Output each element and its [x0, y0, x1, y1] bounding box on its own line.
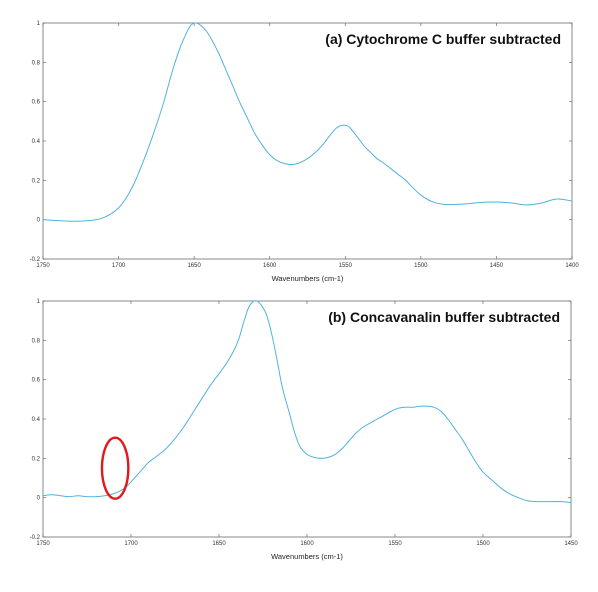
- plot-frame-a: [42, 22, 573, 260]
- y-ticks-a: -0.2 0 0.2 0.4 0.6 0.8 1: [30, 21, 572, 263]
- y-tick-label: 0: [37, 496, 41, 502]
- x-tick-label: 1400: [565, 263, 579, 269]
- y-tick-label: 0: [37, 218, 41, 224]
- x-tick-label: 1700: [112, 263, 126, 269]
- x-tick-label: 1500: [414, 263, 428, 269]
- y-tick-label: 0.4: [32, 417, 41, 423]
- y-tick-label: 1: [37, 21, 41, 27]
- x-tick-label: 1750: [36, 263, 50, 269]
- y-tick-label: -0.2: [30, 257, 41, 263]
- x-tick-label: 1450: [564, 541, 578, 547]
- highlight-circle: [100, 436, 130, 500]
- chart-panel-a: 1750 1700 1650 1600 1550 1500 1450 1400 -0.2 0 0.…: [30, 21, 580, 283]
- y-tick-label: 0.8: [32, 60, 41, 66]
- y-ticks-b: -0.2 0 0.2 0.4 0.6 0.8 1: [30, 299, 571, 541]
- y-tick-label: 0.8: [32, 338, 41, 344]
- x-tick-label: 1600: [263, 263, 277, 269]
- x-tick-label: 1650: [187, 263, 201, 269]
- x-axis-label-b: Wavenumbers (cm-1): [271, 552, 343, 561]
- x-tick-label: 1700: [124, 541, 138, 547]
- y-tick-label: 0.6: [32, 100, 41, 106]
- chart-title-b: (b) Concavanalin buffer subtracted: [328, 309, 560, 325]
- y-tick-label: 0.4: [32, 139, 41, 145]
- plot-frame-b: [42, 300, 572, 538]
- x-tick-label: 1650: [212, 541, 226, 547]
- y-tick-label: 0.2: [32, 456, 41, 462]
- y-tick-label: -0.2: [30, 535, 41, 541]
- x-tick-label: 1600: [300, 541, 314, 547]
- y-tick-label: 0.2: [32, 178, 41, 184]
- spectrum-line-b: [42, 300, 572, 504]
- chart-panel-b: 1750 1700 1650 1600 1550 1500 1450 -0.2 0 0.2 0.4…: [30, 299, 579, 561]
- x-tick-label: 1750: [36, 541, 50, 547]
- x-tick-label: 1550: [339, 263, 353, 269]
- x-tick-label: 1450: [490, 263, 504, 269]
- chart-title-a: (a) Cytochrome C buffer subtracted: [325, 31, 561, 47]
- y-tick-label: 0.6: [32, 378, 41, 384]
- x-axis-label-a: Wavenumbers (cm-1): [272, 274, 344, 283]
- spectrum-line-a: [42, 22, 573, 222]
- x-ticks-a: 1750 1700 1650 1600 1550 1500 1450 1400: [36, 23, 579, 269]
- y-tick-label: 1: [37, 299, 41, 305]
- x-ticks-b: 1750 1700 1650 1600 1550 1500 1450: [36, 301, 578, 547]
- x-tick-label: 1550: [388, 541, 402, 547]
- x-tick-label: 1500: [476, 541, 490, 547]
